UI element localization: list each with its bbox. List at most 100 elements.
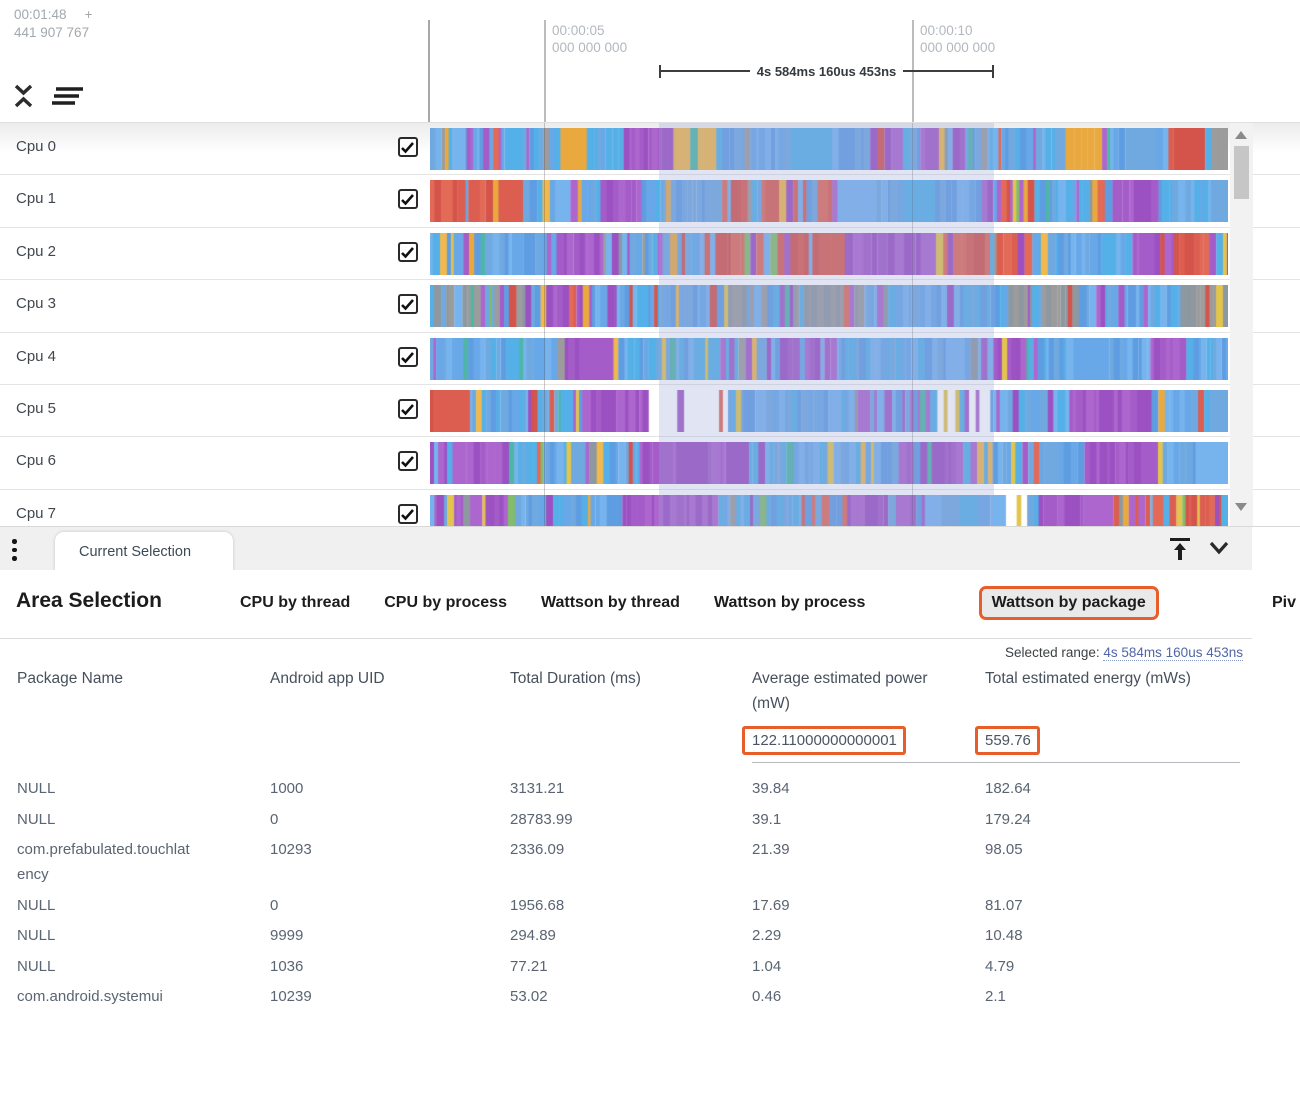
track-area: Cpu 0 Cpu 1 Cpu 2 Cpu 3 Cpu 4 Cpu 5 Cpu 6 Cpu 7 [0,122,1300,526]
filter-tracks-icon[interactable] [50,86,84,108]
table-cell: 81.07 [985,896,1023,914]
table-cell: 21.39 [752,841,790,858]
table-cell: 1036 [270,957,304,975]
table-summary-row: 122.11000000000001 559.76 [17,726,1240,763]
track-row-cpu-5[interactable]: Cpu 5 [0,384,1300,438]
collapse-tracks-icon[interactable] [10,82,37,110]
scrollbar-thumb[interactable] [1234,146,1249,199]
track-row-cpu-1[interactable]: Cpu 1 [0,175,1300,228]
track-checkbox[interactable] [398,189,418,210]
column-header: Average estimated power (mW) [752,670,928,712]
selected-range-label: Selected range: [1005,645,1100,660]
collapse-panel-chevron-down-icon[interactable] [1206,538,1232,563]
table-cell: 0 [270,896,279,914]
kebab-menu-icon[interactable] [10,535,26,565]
selected-range: Selected range: 4s 584ms 160us 453ns [1005,645,1243,661]
track-row-cpu-7[interactable]: Cpu 7 [0,489,1300,526]
track-slices-canvas[interactable] [430,232,1228,275]
bracket-right-cap [992,64,994,78]
scrollbar-down-icon[interactable] [1235,503,1247,511]
track-row-cpu-3[interactable]: Cpu 3 [0,280,1300,333]
table-cell: 1956.68 [510,896,565,914]
details-divider [0,638,1252,639]
track-checkbox[interactable] [398,241,418,262]
table-cell: NULL [17,780,56,797]
selection-duration-bracket: 4s 584ms 160us 453ns [659,63,994,79]
timeline-origin-label: 00:01:48 +441 907 767 [14,6,92,42]
track-checkbox[interactable] [398,294,418,315]
table-cell: 2.1 [985,988,1006,1005]
track-row-cpu-0[interactable]: Cpu 0 [0,123,1300,176]
table-cell: 10239 [270,988,312,1005]
details-tab-cpu-by-process[interactable]: CPU by process [384,594,507,611]
bracket-line-left [661,70,750,72]
tab-current-selection[interactable]: Current Selection [55,532,233,572]
table-cell: 2.29 [752,927,782,944]
table-cell: 1000 [270,780,304,797]
track-slices-canvas[interactable] [430,285,1228,328]
details-panel: Area Selection CPU by thread CPU by proce… [0,570,1300,1104]
track-row-cpu-2[interactable]: Cpu 2 [0,227,1300,281]
selection-duration-label: 4s 584ms 160us 453ns [756,63,897,79]
details-tab-cpu-by-thread[interactable]: CPU by thread [240,594,351,611]
column-header: Android app UID [270,670,385,687]
details-tab-wattson-by-process[interactable]: Wattson by process [713,594,866,611]
details-tab-piv[interactable]: Piv [1271,594,1296,611]
track-slices-canvas[interactable] [430,180,1228,223]
table-cell: 294.89 [510,927,556,944]
origin-time: 00:01:48 [14,7,67,22]
track-checkbox[interactable] [398,137,418,157]
origin-plus: + [84,7,93,22]
area-selection-overlay[interactable] [659,123,994,526]
selected-range-value-link[interactable]: 4s 584ms 160us 453ns [1103,645,1243,661]
table-header-row: Package Name Android app UID Total Duratio… [17,666,1240,716]
track-name: Cpu 3 [16,295,57,313]
table-row: NULL 0 28783.99 39.1 179.24 [17,807,1240,832]
details-tab-wattson-by-package[interactable]: Wattson by package [978,586,1159,620]
track-slices-canvas[interactable] [430,442,1228,485]
track-scrollbar[interactable] [1230,123,1253,526]
track-slices-canvas[interactable] [430,337,1228,380]
table-cell: 2336.09 [510,841,565,858]
tick-line [544,20,546,122]
table-row: com.prefabulated.touchlatency 10293 2336.0… [17,837,1240,887]
table-row: NULL 1000 3131.21 39.84 182.64 [17,776,1240,801]
table-cell: 98.05 [985,841,1023,858]
track-slices-canvas[interactable] [430,128,1228,170]
table-cell: 4.79 [985,957,1015,975]
bottom-tab-strip: Current Selection [0,526,1300,572]
table-body: NULL 1000 3131.21 39.84 182.64 NULL 0 28783.99 3… [17,776,1240,1009]
column-header: Total Duration (ms) [510,670,641,687]
table-cell: 9999 [270,927,304,944]
track-name: Cpu 7 [16,504,57,522]
timeline-header: 00:01:48 +441 907 767 00:00:05 000 000 000… [0,0,1300,122]
track-slices-canvas[interactable] [430,494,1228,526]
table-cell: NULL [17,957,56,975]
table-row: NULL 9999 294.89 2.29 10.48 [17,923,1240,948]
track-name: Cpu 4 [16,347,57,365]
table-cell: 0.46 [752,988,782,1005]
table-cell: NULL [17,810,56,828]
track-checkbox[interactable] [398,451,418,472]
track-row-cpu-4[interactable]: Cpu 4 [0,332,1300,385]
vertical-align-top-icon[interactable] [1166,535,1194,568]
track-checkbox[interactable] [398,398,418,419]
scrollbar-up-icon[interactable] [1235,131,1247,139]
tick-label: 00:00:10 000 000 000 [920,23,996,55]
track-slices-canvas[interactable] [430,389,1228,432]
tab-current-selection-label: Current Selection [79,544,192,560]
total-energy-highlight-box: 559.76 [975,726,1040,755]
track-name: Cpu 2 [16,242,57,260]
table-cell: com.prefabulated.touchlatency [17,841,190,883]
details-tab-wattson-by-thread[interactable]: Wattson by thread [540,594,680,611]
table-cell: 10.48 [985,927,1023,944]
track-name: Cpu 6 [16,452,57,470]
track-checkbox[interactable] [398,503,418,524]
track-rows: Cpu 0 Cpu 1 Cpu 2 Cpu 3 Cpu 4 Cpu 5 Cpu 6 Cpu 7 [0,123,1300,526]
track-checkbox[interactable] [398,346,418,367]
column-header: Package Name [17,670,123,687]
track-row-cpu-6[interactable]: Cpu 6 [0,437,1300,490]
wattson-package-table: Package Name Android app UID Total Duratio… [17,666,1240,1015]
summary-total-energy-cell: 559.76 [975,726,1240,763]
